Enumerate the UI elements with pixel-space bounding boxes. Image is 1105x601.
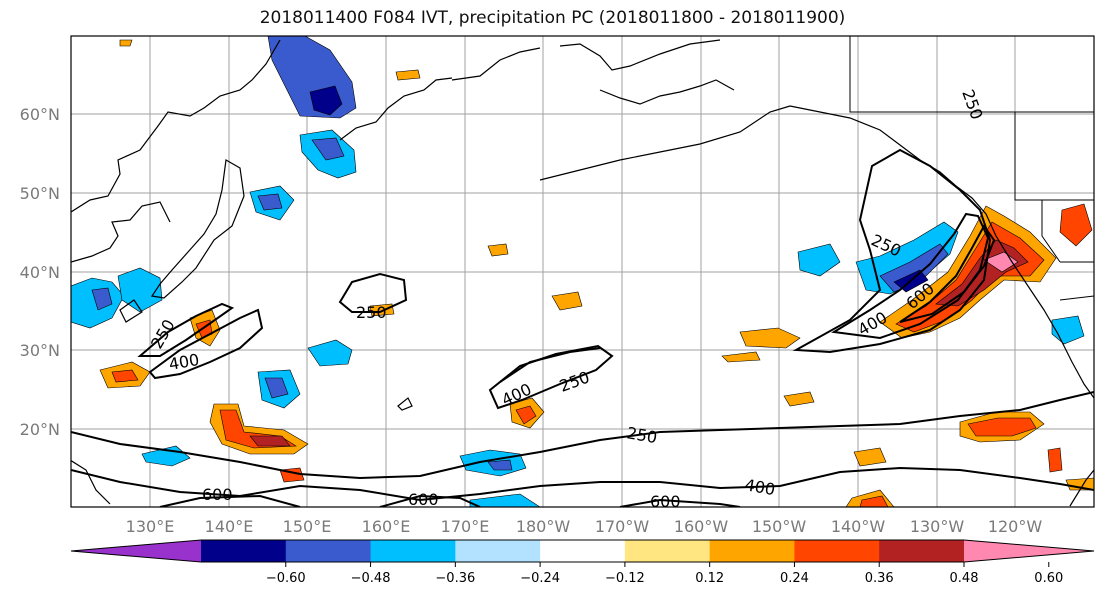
- coastlines: [71, 39, 1094, 507]
- borders: [849, 36, 1094, 301]
- lon-tick-label: 180°W: [516, 517, 571, 536]
- contour-label: 600: [408, 490, 439, 509]
- lat-tick-label: 40°N: [20, 263, 60, 282]
- lon-tick-label: 150°W: [752, 517, 807, 536]
- colorbar: −0.60 −0.48 −0.36 −0.24 −0.12 0.12 0.24 0.36 0.4…: [70, 539, 1095, 586]
- colorbar-segment: [455, 540, 541, 562]
- map-content: 250 250 400 250 400 250 250 400 600 400 …: [71, 36, 1094, 511]
- contour-label: 600: [202, 485, 233, 504]
- latitude-labels: 60°N 50°N 40°N 30°N 20°N: [20, 105, 60, 439]
- colorbar-segment: [370, 540, 456, 562]
- lon-tick-label: 120°W: [988, 517, 1043, 536]
- colorbar-tick-label: 0.12: [695, 571, 724, 586]
- colorbar-segment: [540, 540, 626, 562]
- contour-label: 600: [650, 492, 681, 511]
- colorbar-segment: [285, 540, 372, 562]
- map-title: 2018011400 F084 IVT, precipitation PC (2…: [259, 8, 846, 28]
- longitude-labels: 130°E 140°E 150°E 160°E 170°E 180°W 170°…: [126, 517, 1043, 536]
- colorbar-extend-high: [964, 540, 1094, 562]
- colorbar-tick-label: 0.48: [950, 571, 979, 586]
- colorbar-segment: [624, 540, 711, 562]
- colorbar-tick-label: −0.48: [351, 571, 391, 586]
- lon-tick-label: 140°W: [831, 517, 886, 536]
- lon-tick-label: 160°W: [674, 517, 729, 536]
- lat-tick-label: 50°N: [20, 184, 60, 203]
- lon-tick-label: 170°E: [441, 517, 490, 536]
- lat-tick-label: 20°N: [20, 420, 60, 439]
- colorbar-extend-low: [71, 540, 201, 562]
- lat-tick-label: 60°N: [20, 105, 60, 124]
- colorbar-tick-label: 0.24: [780, 571, 809, 586]
- colorbar-segment: [201, 540, 287, 562]
- colorbar-tick-label: 0.36: [865, 571, 894, 586]
- lon-tick-label: 130°W: [910, 517, 965, 536]
- colorbar-tick-label: −0.60: [266, 571, 306, 586]
- contour-label: 250: [356, 303, 387, 322]
- lon-tick-label: 140°E: [205, 517, 254, 536]
- colorbar-tick-label: 0.60: [1034, 571, 1063, 586]
- colorbar-segment: [794, 540, 880, 562]
- gridlines: [71, 36, 1094, 507]
- lat-tick-label: 30°N: [20, 341, 60, 360]
- colorbar-tick-label: −0.36: [435, 571, 475, 586]
- colorbar-segment: [879, 540, 965, 562]
- map-border: [70, 35, 1095, 508]
- colorbar-outline: [70, 539, 1095, 563]
- colorbar-tick-label: −0.24: [520, 571, 560, 586]
- colorbar-tick-label: −0.12: [605, 571, 645, 586]
- lon-tick-label: 170°W: [595, 517, 650, 536]
- lon-tick-label: 130°E: [126, 517, 175, 536]
- colorbar-segment: [709, 540, 795, 562]
- lon-tick-label: 150°E: [283, 517, 332, 536]
- ivt-contours: [71, 148, 1094, 507]
- lon-tick-label: 160°E: [362, 517, 411, 536]
